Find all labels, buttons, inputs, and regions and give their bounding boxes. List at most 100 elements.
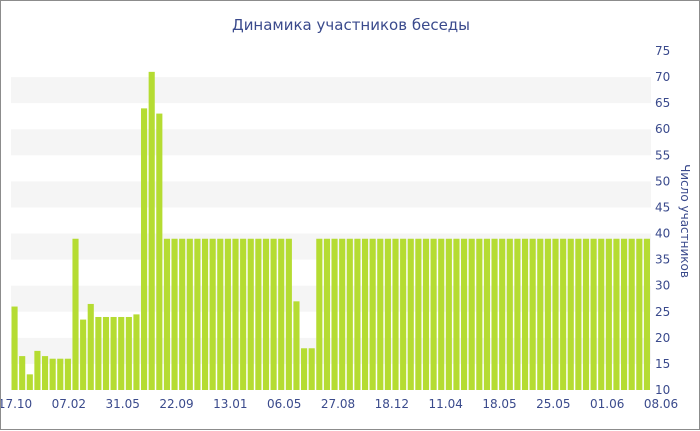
bar bbox=[552, 238, 559, 390]
bar bbox=[636, 238, 643, 390]
bar bbox=[560, 238, 567, 390]
bar bbox=[179, 238, 186, 390]
bar bbox=[224, 238, 231, 390]
bar bbox=[621, 238, 628, 390]
x-tick-label: 11.04 bbox=[429, 397, 463, 411]
bar bbox=[491, 238, 498, 390]
bar bbox=[148, 71, 155, 391]
y-tick-label: 60 bbox=[655, 122, 670, 136]
bar bbox=[521, 238, 529, 390]
bar bbox=[125, 316, 132, 390]
bar bbox=[285, 238, 292, 390]
y-tick-label: 65 bbox=[655, 96, 670, 110]
bar bbox=[407, 238, 414, 390]
bar bbox=[57, 358, 64, 390]
bar bbox=[255, 238, 262, 390]
grid-band bbox=[11, 129, 651, 156]
bar bbox=[628, 238, 635, 390]
bar bbox=[217, 238, 224, 390]
y-tick-label: 15 bbox=[655, 357, 670, 371]
bar bbox=[308, 348, 315, 390]
bar bbox=[102, 316, 110, 390]
bar bbox=[201, 238, 209, 390]
grid-bands bbox=[11, 77, 651, 364]
bar bbox=[11, 306, 18, 390]
bar bbox=[377, 238, 384, 390]
bar bbox=[80, 319, 87, 390]
x-axis-ticks: 17.10 07.02 31.05 22.09 13.01 06.05 27.08 18.12… bbox=[1, 397, 678, 411]
y-tick-label: 75 bbox=[655, 44, 670, 58]
bar bbox=[186, 238, 193, 390]
bar bbox=[95, 316, 102, 390]
y-tick-label: 35 bbox=[655, 253, 670, 267]
bar bbox=[613, 238, 620, 390]
bar bbox=[270, 238, 277, 390]
y-tick-label: 70 bbox=[655, 70, 670, 84]
bar bbox=[361, 238, 369, 390]
x-tick-label: 25.05 bbox=[536, 397, 570, 411]
bar bbox=[156, 113, 163, 390]
bar bbox=[582, 238, 590, 390]
y-axis-label: Число участников bbox=[678, 164, 692, 278]
y-tick-label: 25 bbox=[655, 305, 670, 319]
bar bbox=[240, 238, 247, 390]
bar bbox=[118, 316, 125, 390]
bar bbox=[590, 238, 597, 390]
x-tick-label: 31.05 bbox=[106, 397, 140, 411]
bars-group bbox=[11, 71, 650, 391]
y-tick-label: 20 bbox=[655, 331, 670, 345]
bar bbox=[316, 238, 323, 390]
x-tick-label: 08.06 bbox=[644, 397, 678, 411]
bar bbox=[575, 238, 582, 390]
bar bbox=[544, 238, 551, 390]
bar bbox=[567, 238, 574, 390]
chart-title: Динамика участников беседы bbox=[232, 16, 470, 34]
x-tick-label: 18.05 bbox=[482, 397, 516, 411]
bar bbox=[506, 238, 513, 390]
bar bbox=[400, 238, 407, 390]
bar bbox=[339, 238, 346, 390]
grid-band bbox=[11, 181, 651, 208]
y-axis-ticks: 10 15 20 25 30 35 40 45 50 55 60 65 70 75 bbox=[655, 44, 670, 397]
bar bbox=[453, 238, 460, 390]
bar bbox=[643, 238, 650, 390]
bar bbox=[34, 350, 41, 390]
x-tick-label: 13.01 bbox=[213, 397, 247, 411]
bar bbox=[415, 238, 422, 390]
bar bbox=[26, 374, 33, 390]
y-tick-label: 10 bbox=[655, 383, 670, 397]
bar bbox=[232, 238, 239, 390]
x-tick-label: 17.10 bbox=[1, 397, 32, 411]
x-tick-label: 01.06 bbox=[590, 397, 624, 411]
grid-band bbox=[11, 337, 651, 364]
bar bbox=[194, 238, 201, 390]
bar bbox=[445, 238, 452, 390]
bar bbox=[369, 238, 376, 390]
bar bbox=[422, 238, 430, 390]
bar bbox=[163, 238, 170, 390]
bar bbox=[331, 238, 338, 390]
grid-band bbox=[11, 285, 651, 312]
bar bbox=[323, 238, 330, 390]
x-tick-label: 07.02 bbox=[52, 397, 86, 411]
bar bbox=[430, 238, 437, 390]
y-tick-label: 55 bbox=[655, 148, 670, 162]
bar bbox=[598, 238, 605, 390]
bar bbox=[171, 238, 178, 390]
bar bbox=[392, 238, 399, 390]
bar bbox=[514, 238, 521, 390]
bar bbox=[483, 238, 490, 390]
bar bbox=[384, 238, 391, 390]
bar bbox=[49, 358, 56, 390]
x-tick-label: 27.08 bbox=[321, 397, 355, 411]
bar bbox=[468, 238, 475, 390]
bar bbox=[301, 348, 308, 390]
x-tick-label: 06.05 bbox=[267, 397, 301, 411]
y-tick-label: 45 bbox=[655, 201, 670, 215]
bar bbox=[293, 301, 300, 390]
y-tick-label: 40 bbox=[655, 227, 670, 241]
bar bbox=[209, 238, 216, 390]
bar bbox=[346, 238, 353, 390]
bar bbox=[262, 238, 270, 390]
